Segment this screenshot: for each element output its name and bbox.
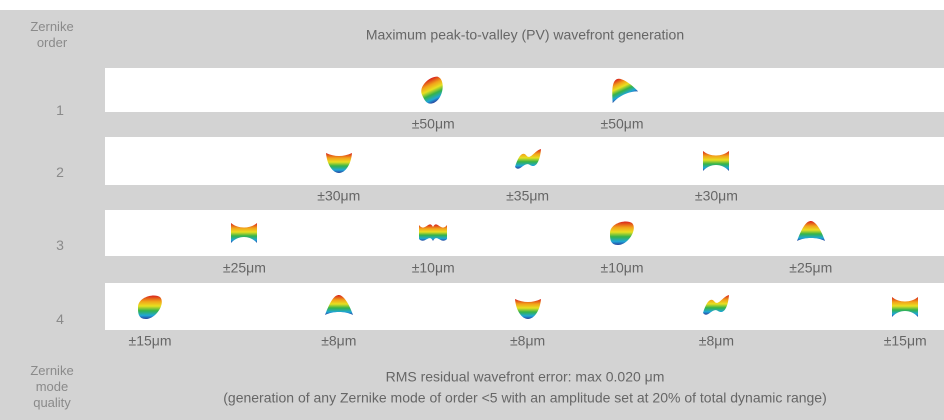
pv-label: ±50μm: [412, 116, 455, 133]
order-label: 4: [56, 311, 64, 327]
zernike-surface: [228, 219, 260, 247]
header-title: Maximum peak-to-valley (PV) wavefront ge…: [366, 27, 684, 44]
pv-label: ±50μm: [601, 116, 644, 133]
pv-label: ±8μm: [699, 333, 734, 350]
zernike-surface: [417, 76, 449, 104]
footer-first-column: Zernike mode quality: [30, 363, 73, 411]
footer-line: (generation of any Zernike mode of order…: [223, 390, 827, 407]
surface-shape: [231, 223, 257, 243]
image-row: [105, 68, 944, 112]
surface-shape: [703, 151, 729, 171]
surface-shape: [610, 221, 634, 245]
header-first-column: Zernike order: [30, 19, 73, 51]
order-label: 3: [56, 237, 64, 253]
surface-shape: [892, 297, 918, 317]
header-line: order: [30, 35, 73, 51]
zernike-surface: [417, 219, 449, 247]
zernike-surface: [795, 219, 827, 247]
pv-label: ±15μm: [129, 333, 172, 350]
surface-shape: [515, 149, 541, 169]
footer-label-line: Zernike: [30, 363, 73, 379]
zernike-surface: [323, 147, 355, 175]
surface-shape: [419, 224, 447, 241]
pv-label: ±35μm: [506, 188, 549, 205]
surface-shape: [325, 295, 353, 315]
footer-label-line: quality: [30, 395, 73, 411]
surface-shape: [606, 76, 638, 103]
pv-label: ±15μm: [884, 333, 927, 350]
zernike-surface: [323, 293, 355, 321]
pv-label: ±8μm: [510, 333, 545, 350]
surface-shape: [326, 153, 352, 173]
surface-shape: [417, 76, 449, 104]
surface-shape: [138, 295, 162, 319]
surface-shape: [515, 299, 541, 319]
zernike-surface: [606, 76, 638, 104]
pv-label: ±8μm: [321, 333, 356, 350]
header-line: Zernike: [30, 19, 73, 35]
pv-label: ±25μm: [789, 260, 832, 277]
surface-shape: [703, 295, 729, 315]
zernike-surface: [512, 147, 544, 175]
zernike-surface: [700, 293, 732, 321]
pv-label: ±10μm: [601, 260, 644, 277]
order-label: 2: [56, 164, 64, 180]
footer-label-line: mode: [30, 379, 73, 395]
zernike-surface: [134, 293, 166, 321]
zernike-surface: [889, 293, 921, 321]
pv-label: ±10μm: [412, 260, 455, 277]
pv-label: ±25μm: [223, 260, 266, 277]
surface-shape: [797, 221, 825, 241]
order-label: 1: [56, 102, 64, 118]
zernike-surface: [700, 147, 732, 175]
page: Zernike order Maximum peak-to-valley (PV…: [0, 0, 944, 420]
zernike-surface: [512, 293, 544, 321]
pv-label: ±30μm: [317, 188, 360, 205]
pv-label: ±30μm: [695, 188, 738, 205]
footer-line: RMS residual wavefront error: max 0.020 …: [386, 369, 665, 386]
zernike-surface: [606, 219, 638, 247]
